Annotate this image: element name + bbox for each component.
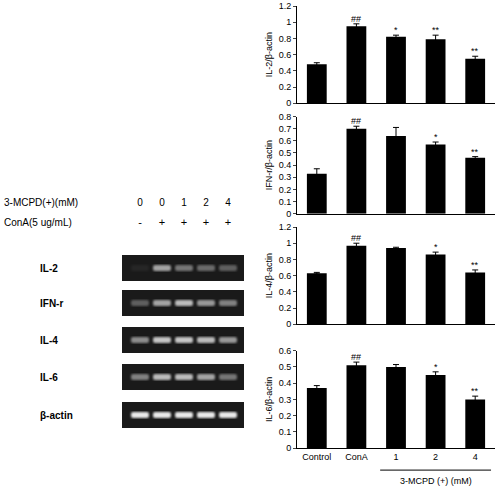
svg-text:**: ** [432, 25, 440, 35]
svg-text:0: 0 [286, 98, 291, 108]
svg-text:Control: Control [302, 452, 331, 462]
svg-text:**: ** [471, 260, 479, 270]
svg-text:0.2: 0.2 [279, 411, 292, 421]
svg-text:3-MCPD(+)(mM): 3-MCPD(+)(mM) [4, 197, 78, 208]
svg-text:3-MCPD (+) (mM): 3-MCPD (+) (mM) [400, 476, 472, 486]
svg-text:IL-2: IL-2 [40, 263, 58, 274]
svg-text:0.1: 0.1 [279, 427, 292, 437]
svg-text:0.6: 0.6 [279, 50, 292, 60]
svg-text:1: 1 [393, 452, 398, 462]
svg-text:IL-6/β-actin: IL-6/β-actin [264, 377, 274, 422]
svg-text:*: * [434, 242, 438, 252]
svg-text:1: 1 [286, 238, 291, 248]
svg-text:+: + [225, 216, 231, 228]
svg-text:0.2: 0.2 [279, 185, 292, 195]
svg-text:IFN-r/β-actin: IFN-r/β-actin [264, 140, 274, 190]
svg-text:0.6: 0.6 [279, 271, 292, 281]
svg-text:1.2: 1.2 [279, 1, 292, 11]
svg-text:##: ## [351, 233, 361, 243]
svg-text:IL-2/β-actin: IL-2/β-actin [264, 32, 274, 77]
svg-text:+: + [181, 216, 187, 228]
svg-text:##: ## [351, 116, 361, 126]
svg-text:0.3: 0.3 [279, 395, 292, 405]
svg-text:0.5: 0.5 [279, 148, 292, 158]
svg-text:0: 0 [286, 443, 291, 453]
svg-text:0: 0 [137, 197, 143, 208]
svg-text:1: 1 [286, 17, 291, 27]
svg-text:0.7: 0.7 [279, 124, 292, 134]
svg-text:0: 0 [159, 197, 165, 208]
svg-text:+: + [203, 216, 209, 228]
svg-text:+: + [159, 216, 165, 228]
svg-text:0.8: 0.8 [279, 34, 292, 44]
svg-text:0.2: 0.2 [279, 82, 292, 92]
svg-text:0: 0 [286, 209, 291, 219]
svg-text:0.5: 0.5 [279, 362, 292, 372]
svg-text:1.2: 1.2 [279, 222, 292, 232]
svg-text:ConA: ConA [345, 452, 368, 462]
svg-text:*: * [434, 362, 438, 372]
svg-text:0.4: 0.4 [279, 66, 292, 76]
svg-text:##: ## [351, 14, 361, 24]
svg-text:0.3: 0.3 [279, 172, 292, 182]
svg-text:0.6: 0.6 [279, 346, 292, 356]
svg-text:*: * [434, 132, 438, 142]
svg-text:**: ** [471, 46, 479, 56]
svg-text:0.8: 0.8 [279, 255, 292, 265]
svg-text:0.1: 0.1 [279, 197, 292, 207]
svg-text:0.2: 0.2 [279, 303, 292, 313]
svg-text:0.6: 0.6 [279, 136, 292, 146]
svg-text:IL-6: IL-6 [40, 372, 58, 383]
svg-text:*: * [394, 25, 398, 35]
svg-text:0.4: 0.4 [279, 160, 292, 170]
svg-text:0.8: 0.8 [279, 112, 292, 122]
svg-text:-: - [138, 216, 142, 228]
svg-text:ConA(5 ug/mL): ConA(5 ug/mL) [4, 217, 72, 228]
svg-text:β-actin: β-actin [40, 410, 73, 421]
svg-text:0: 0 [286, 319, 291, 329]
svg-text:**: ** [471, 147, 479, 157]
svg-text:0.4: 0.4 [279, 378, 292, 388]
svg-text:**: ** [471, 386, 479, 396]
svg-text:2: 2 [203, 197, 209, 208]
svg-text:1: 1 [181, 197, 187, 208]
svg-text:IFN-r: IFN-r [40, 298, 63, 309]
svg-text:IL-4: IL-4 [40, 335, 58, 346]
svg-text:4: 4 [473, 452, 478, 462]
svg-text:IL-4/β-actin: IL-4/β-actin [264, 253, 274, 298]
svg-text:4: 4 [225, 197, 231, 208]
svg-text:##: ## [351, 352, 361, 362]
svg-text:2: 2 [433, 452, 438, 462]
svg-text:0.4: 0.4 [279, 287, 292, 297]
